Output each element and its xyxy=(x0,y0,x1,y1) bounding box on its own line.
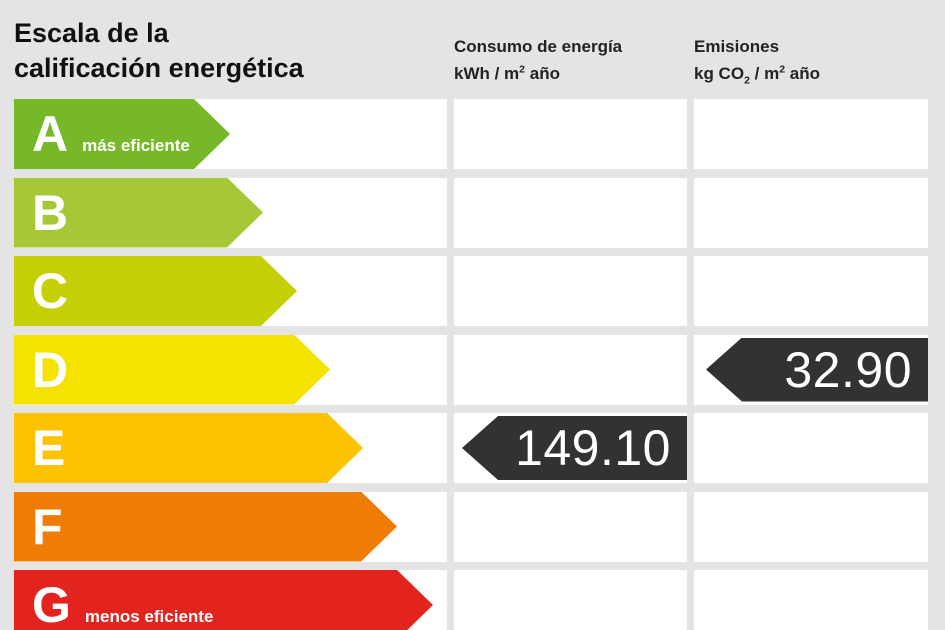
rating-row-c: C xyxy=(14,256,928,326)
rating-note-most-efficient: más eficiente xyxy=(82,136,190,155)
rating-arrow-f: F xyxy=(14,492,397,562)
scale-cell-g: G menos eficiente xyxy=(14,570,447,630)
emissions-cell-b xyxy=(694,177,928,248)
emissions-value: 32.90 xyxy=(784,341,912,398)
scale-cell-b: B xyxy=(14,177,447,248)
consumption-cell-d xyxy=(454,334,687,405)
consumption-cell-f xyxy=(454,491,687,562)
emissions-column-header: Emisiones kg CO2 / m2 año xyxy=(694,16,928,99)
rating-arrow-e: E xyxy=(14,413,363,483)
consumption-cell-c xyxy=(454,256,687,326)
rating-row-d: D 32.90 xyxy=(14,334,928,405)
page-title-line1: Escala de la xyxy=(14,18,169,48)
emissions-header-label: Emisiones xyxy=(694,37,780,56)
rating-letter-a: A xyxy=(32,106,69,162)
emissions-header-unit: kg CO2 / m2 año xyxy=(694,63,821,87)
rating-rows: A más eficiente B C xyxy=(0,99,945,630)
rating-letter-g: G xyxy=(32,577,71,630)
rating-letter-d: D xyxy=(32,341,69,398)
page-title-line2: calificación energética xyxy=(14,52,304,83)
emissions-value-arrow: 32.90 xyxy=(706,337,928,402)
emissions-cell-a xyxy=(694,99,928,169)
emissions-cell-e xyxy=(694,413,928,483)
scale-cell-d: D xyxy=(14,334,447,405)
rating-arrow-c: C xyxy=(14,256,297,326)
consumption-header-label: Consumo de energía xyxy=(454,37,623,56)
rating-note-least-efficient: menos eficiente xyxy=(84,607,214,626)
consumption-cell-b xyxy=(454,177,687,248)
rating-row-e: E 149.10 xyxy=(14,413,928,483)
consumption-cell-e: 149.10 xyxy=(454,413,687,483)
header: Escala de la calificación energética Con… xyxy=(0,0,945,99)
title-block: Escala de la calificación energética xyxy=(14,16,447,99)
consumption-value-arrow: 149.10 xyxy=(462,416,687,480)
emissions-cell-g xyxy=(694,570,928,630)
rating-letter-c: C xyxy=(32,263,69,319)
rating-arrow-d: D xyxy=(14,335,330,405)
rating-arrow-a: A más eficiente xyxy=(14,99,230,169)
scale-cell-c: C xyxy=(14,256,447,326)
rating-row-f: F xyxy=(14,491,928,562)
rating-letter-e: E xyxy=(32,420,66,476)
consumption-cell-g xyxy=(454,570,687,630)
scale-cell-e: E xyxy=(14,413,447,483)
rating-row-b: B xyxy=(14,177,928,248)
consumption-cell-a xyxy=(454,99,687,169)
rating-row-g: G menos eficiente xyxy=(14,570,928,630)
rating-letter-f: F xyxy=(32,498,63,555)
consumption-header-unit: kWh / m2 año xyxy=(454,63,560,84)
emissions-cell-c xyxy=(694,256,928,326)
page-title: Escala de la calificación energética xyxy=(14,16,447,85)
rating-row-a: A más eficiente xyxy=(14,99,928,169)
consumption-value: 149.10 xyxy=(515,420,671,476)
scale-cell-a: A más eficiente xyxy=(14,99,447,169)
emissions-cell-d: 32.90 xyxy=(694,334,928,405)
emissions-cell-f xyxy=(694,491,928,562)
rating-arrow-g: G menos eficiente xyxy=(14,570,433,630)
rating-arrow-b: B xyxy=(14,178,263,248)
consumption-column-header: Consumo de energía kWh / m2 año xyxy=(454,16,687,99)
scale-cell-f: F xyxy=(14,491,447,562)
rating-letter-b: B xyxy=(32,184,69,241)
